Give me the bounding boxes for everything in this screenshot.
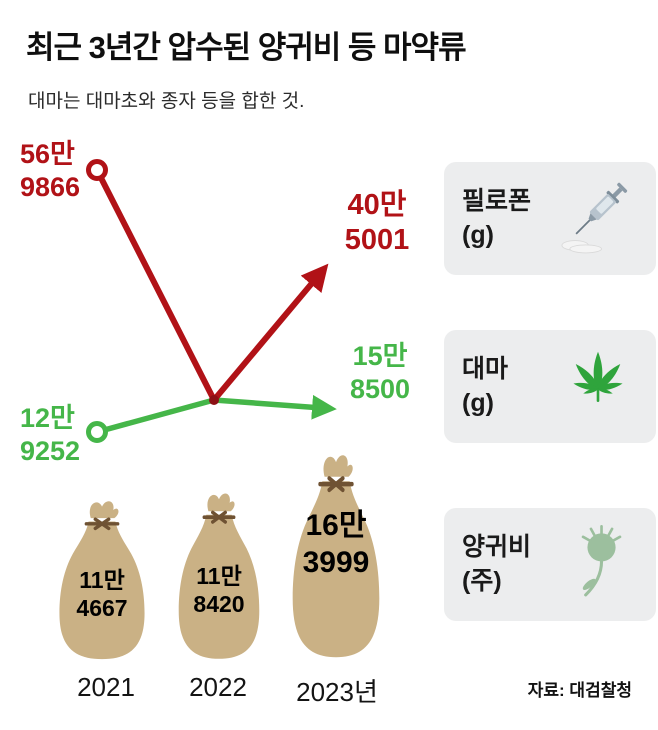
meth-2021-value: 56만 9866 — [20, 139, 81, 202]
meth-2023-value: 40만 5001 — [344, 189, 410, 257]
meth-line — [94, 168, 329, 403]
axis-year-2023: 2023년 — [296, 677, 378, 707]
legend-poppy-label: 양귀비 (주) — [462, 532, 532, 595]
axis-year-2021: 2021 — [77, 672, 135, 702]
legend-meth: 필로폰 (g) — [444, 162, 656, 275]
poppy-bar-2023: 16만 3999 — [279, 446, 393, 666]
cannabis-leaf-icon — [554, 339, 642, 435]
legend-poppy: 양귀비 (주) — [444, 508, 656, 621]
cannabis-start-marker — [86, 421, 108, 443]
legend-cannabis-label: 대마 (g) — [462, 354, 509, 417]
syringe-icon — [554, 171, 642, 267]
cannabis-2023-value: 15만 8500 — [349, 341, 411, 404]
cannabis-line — [96, 394, 337, 435]
poppy-bar-2022: 11만 8420 — [166, 486, 272, 666]
source-credit: 자료: 대검찰청 — [527, 681, 632, 700]
axis-year-2022: 2022 — [189, 672, 247, 702]
poppy-bar-2021: 11만 4667 — [46, 494, 158, 666]
poppy-icon — [554, 517, 642, 613]
poppy-2021-value: 11만 4667 — [76, 567, 128, 622]
page-subtitle: 대마는 대마초와 종자 등을 합한 것. — [28, 91, 305, 112]
poppy-2022-value: 11만 8420 — [193, 563, 245, 618]
legend-cannabis: 대마 (g) — [444, 330, 656, 443]
page-title: 최근 3년간 압수된 양귀비 등 마약류 — [26, 30, 467, 65]
poppy-2023-value: 16만 3999 — [302, 509, 370, 579]
legend-meth-label: 필로폰 (g) — [462, 186, 532, 249]
meth-start-marker — [86, 159, 108, 181]
crossing-point-marker — [209, 395, 219, 405]
cannabis-2021-value: 12만 9252 — [20, 403, 81, 466]
